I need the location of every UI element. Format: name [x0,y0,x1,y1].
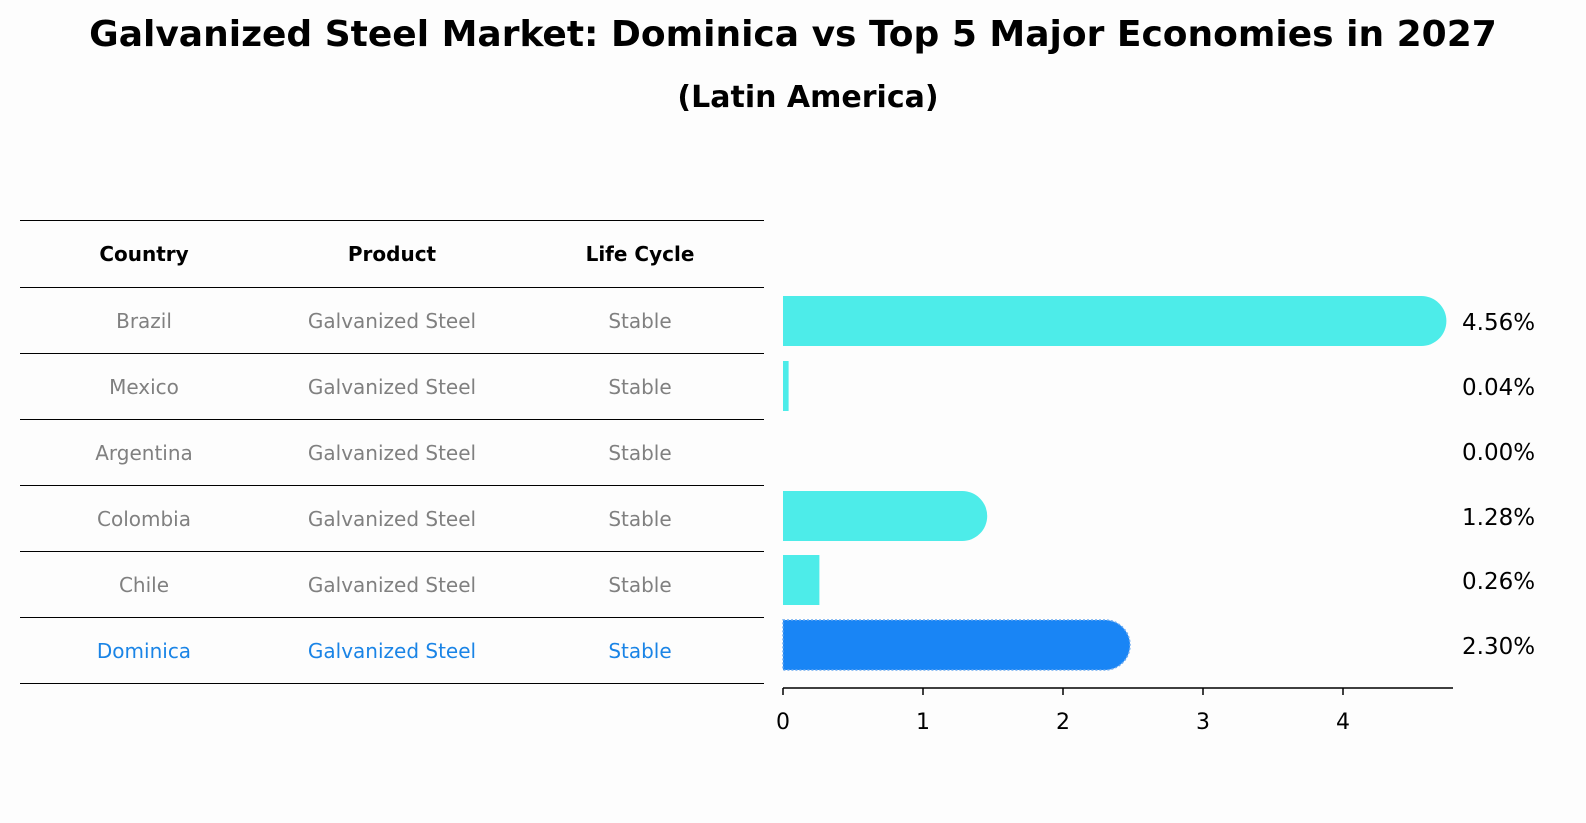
bar-mexico [783,361,789,411]
x-tick-label: 0 [776,710,790,735]
header-country: Country [99,242,189,266]
product-cell: Galvanized Steel [307,506,477,531]
life-cycle-cell: Stable [608,374,672,399]
value-label-dominica: 2.30% [1462,634,1535,660]
table-row: Colombia Galvanized Steel Stable [20,485,764,551]
chart-title: Galvanized Steel Market: Dominica vs Top… [89,14,1497,55]
table-header-row: Country Product Life Cycle [20,220,764,287]
bar-dominica [782,619,1131,671]
table-row-highlighted: Dominica Galvanized Steel Stable [20,617,764,684]
x-tick-label: 3 [1196,710,1210,735]
product-cell: Galvanized Steel [307,440,477,465]
country-cell: Brazil [116,308,172,333]
country-cell: Mexico [109,374,179,399]
country-cell: Dominica [96,638,192,663]
bar-brazil [783,296,1447,346]
life-cycle-cell: Stable [608,308,672,333]
country-cell: Chile [118,572,170,597]
header-product: Product [347,242,437,266]
value-label-brazil: 4.56% [1462,310,1535,336]
product-cell: Galvanized Steel [307,308,477,333]
chart-subtitle: (Latin America) [677,80,939,115]
value-label-argentina: 0.00% [1462,440,1535,466]
x-tick-label: 2 [1056,710,1070,735]
x-tick-label: 4 [1336,710,1350,735]
bar-chile [783,555,820,605]
x-tick-label: 1 [916,710,930,735]
country-cell: Argentina [95,440,193,465]
product-cell: Galvanized Steel [307,638,477,663]
table-row: Chile Galvanized Steel Stable [20,551,764,617]
table-row: Mexico Galvanized Steel Stable [20,353,764,419]
value-label-chile: 0.26% [1462,569,1535,595]
bar-colombia [783,491,988,541]
table-row: Brazil Galvanized Steel Stable [20,287,764,353]
country-cell: Colombia [97,506,191,531]
life-cycle-cell: Stable [608,440,672,465]
table-row: Argentina Galvanized Steel Stable [20,419,764,485]
life-cycle-cell: Stable [608,506,672,531]
header-life-cycle: Life Cycle [585,242,695,266]
value-label-mexico: 0.04% [1462,375,1535,401]
life-cycle-cell: Stable [608,572,672,597]
product-cell: Galvanized Steel [307,374,477,399]
value-label-colombia: 1.28% [1462,505,1535,531]
product-cell: Galvanized Steel [307,572,477,597]
life-cycle-cell: Stable [608,638,672,663]
country-table: Country Product Life Cycle Brazil Galvan… [20,220,764,684]
